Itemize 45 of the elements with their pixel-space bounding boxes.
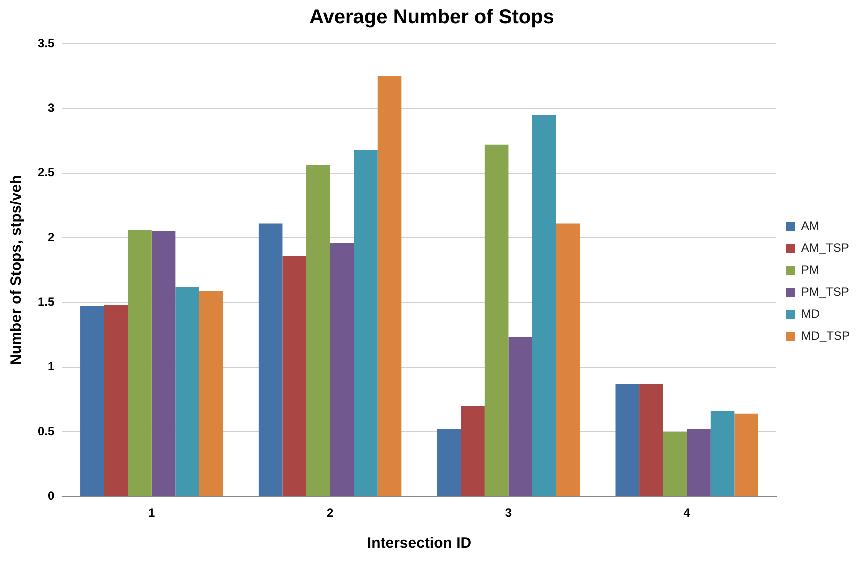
chart-title: Average Number of Stops [310,6,554,29]
bar [258,224,283,496]
bar [687,429,711,496]
bar [282,256,307,496]
bar [437,429,462,496]
bar [152,232,176,496]
bar [710,411,735,496]
y-tick-label: 2 [48,230,55,244]
x-tick-label: 4 [684,506,691,520]
bar [532,115,556,496]
bar [378,76,402,496]
x-tick-label: 3 [505,506,512,520]
legend-label: AM [801,218,820,233]
bar [461,406,485,496]
y-tick-label: 1.5 [38,294,55,309]
legend-label: PM_TSP [801,284,850,299]
bar [640,384,664,496]
bar [354,150,378,496]
x-axis-title: Intersection ID [367,535,472,552]
bar [104,305,128,496]
legend-label: MD [801,306,820,321]
bar [484,144,509,496]
x-tick-label: 1 [148,506,156,520]
y-axis-title: Number of Stops, stps/veh [8,175,26,366]
y-tick-label: 1 [48,360,55,374]
y-tick-label: 3.5 [38,36,55,50]
bar [734,414,758,496]
bar [128,230,152,496]
x-tick-label: 2 [326,506,334,520]
y-tick-label: 3 [48,100,55,115]
bar [306,166,330,496]
bar [80,306,104,496]
legend-label: PM [801,262,820,277]
bar [616,384,640,496]
bar [176,287,200,496]
legend-label: AM_TSP [801,240,850,255]
y-tick-label: 0.5 [38,424,55,438]
bar [663,432,688,496]
bar [556,224,580,496]
y-tick-label: 0 [48,488,55,503]
bar [508,338,532,496]
bar [330,243,354,496]
y-tick-label: 2.5 [38,166,55,180]
legend-label: MD_TSP [801,328,850,343]
bar [199,290,224,496]
